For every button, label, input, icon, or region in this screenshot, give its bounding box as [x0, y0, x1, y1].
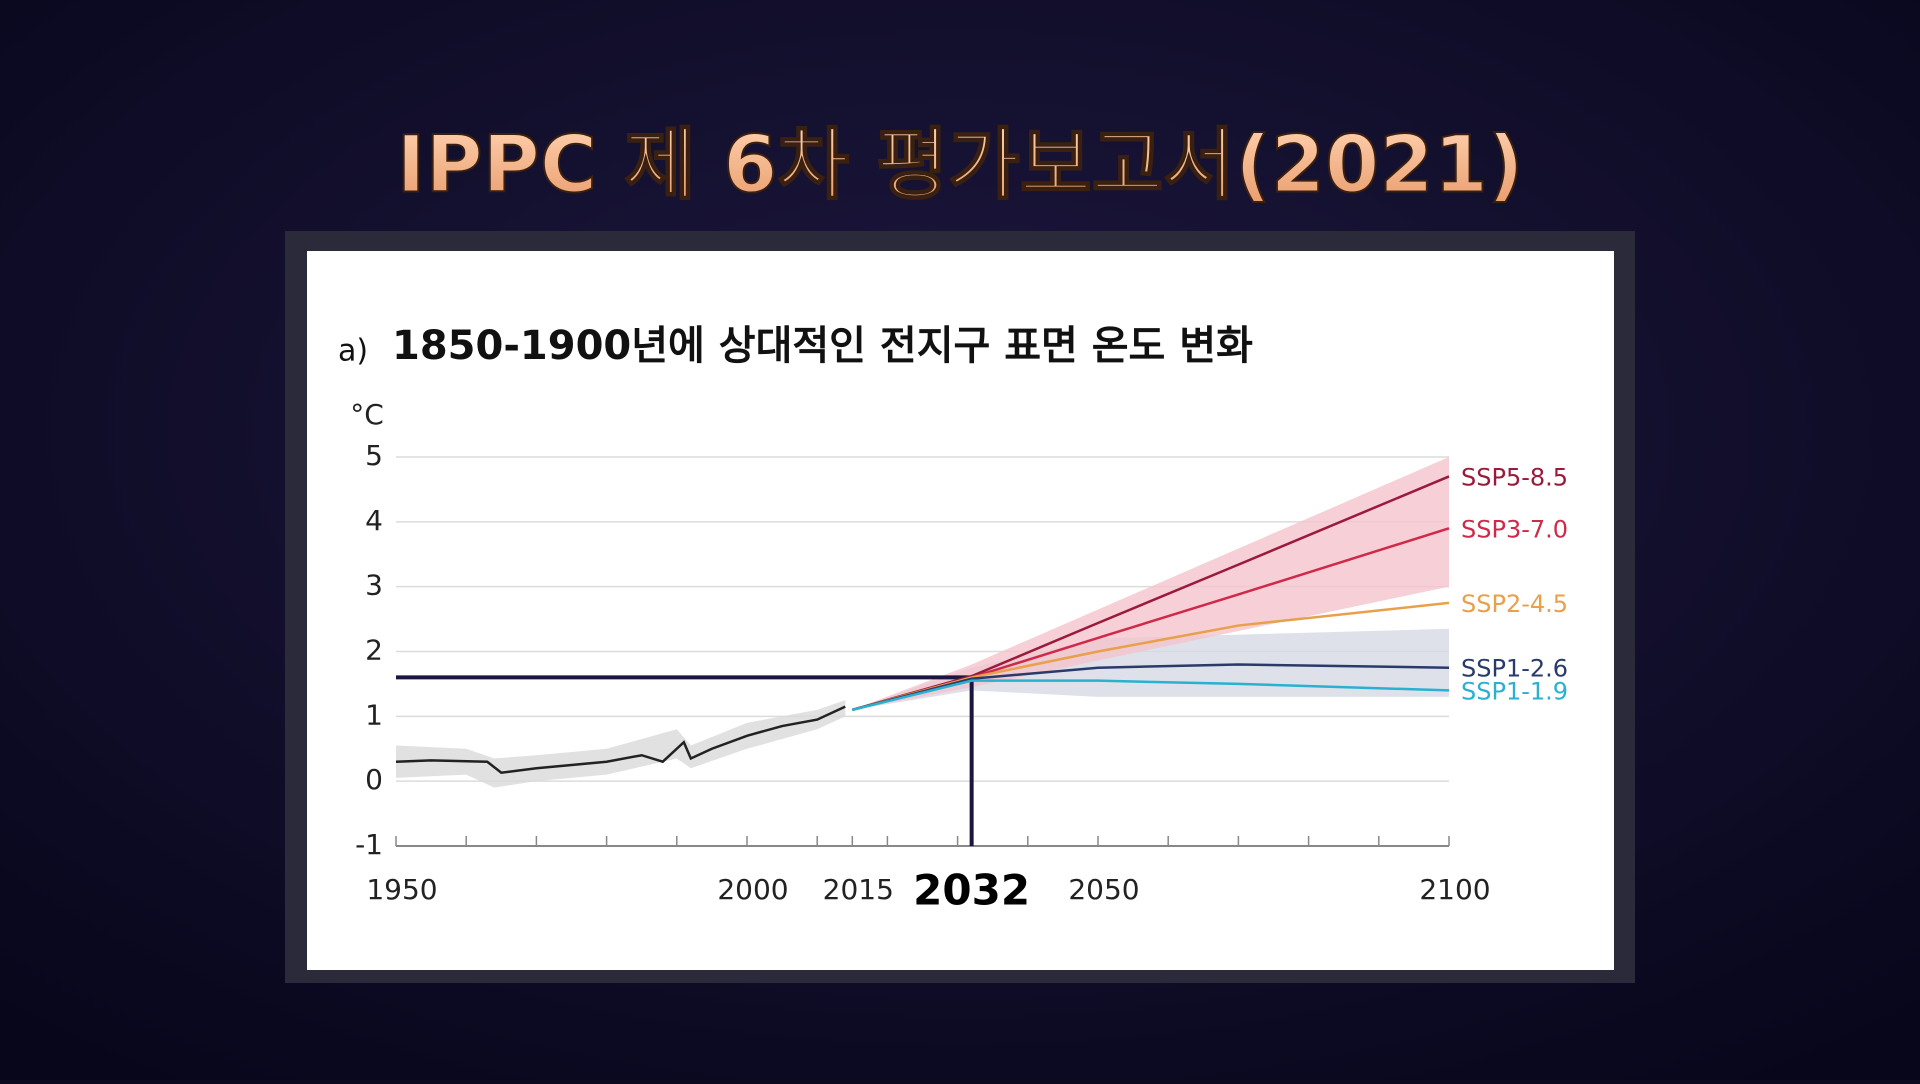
series-label: SSP5-8.5: [1461, 463, 1568, 491]
plot: -1 0 1 2 3 4 5 1950 2000 2015 2032 2050 2100 SSP5-8.5…: [355, 439, 1568, 915]
y-tick-label: 0: [365, 763, 383, 796]
chart-title: 1850-1900년에 상대적인 전지구 표면 온도 변화: [392, 323, 1253, 369]
x-tick-label: 2015: [823, 873, 894, 906]
page-title: IPPC 제 6차 평가보고서(2021): [396, 120, 1523, 210]
y-tick-label: 1: [365, 698, 383, 731]
panel-label: a): [338, 334, 368, 369]
series-label: SSP2-4.5: [1461, 590, 1568, 618]
range-band: [852, 457, 1449, 710]
x-tick-label: 2050: [1068, 873, 1139, 906]
y-tick-label: -1: [355, 828, 383, 861]
y-tick-label: 5: [365, 439, 383, 472]
y-tick-label: 4: [365, 504, 383, 537]
x-tick-label: 2100: [1419, 873, 1490, 906]
y-tick-label: 2: [365, 634, 383, 667]
range-band: [852, 628, 1449, 710]
series-label: SSP1-2.6: [1461, 655, 1568, 683]
chart-panel: [307, 251, 1614, 970]
y-axis-label: °C: [350, 398, 384, 431]
series-label: SSP3-7.0: [1461, 515, 1568, 543]
y-tick-label: 3: [365, 569, 383, 602]
range-band: [396, 700, 846, 788]
series-line: [851, 663, 1450, 712]
x-tick-label: 2032: [913, 866, 1030, 915]
series-label: SSP1-1.9: [1461, 677, 1568, 705]
series-line: [395, 705, 846, 775]
x-tick-label: 2000: [717, 873, 788, 906]
series-line: [852, 679, 1450, 712]
x-tick-label: 1950: [366, 873, 437, 906]
